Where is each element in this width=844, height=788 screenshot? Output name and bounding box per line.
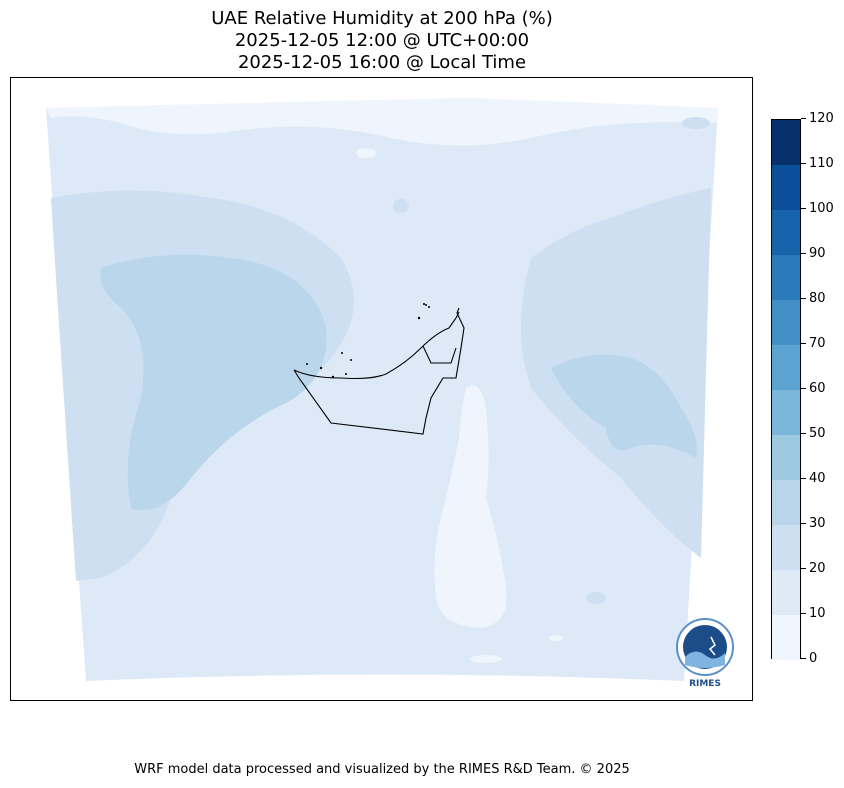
colorbar-segment [772,570,800,615]
colorbar-segment [772,525,800,570]
patch [586,592,606,604]
colorbar-segment [772,480,800,525]
map-panel [10,77,753,701]
islands [306,303,430,379]
patch [356,148,376,158]
colorbar-segment [772,345,800,390]
colorbar-segment [772,210,800,255]
colorbar-segment [772,300,800,345]
local-time: 2025-12-05 16:00 @ Local Time [237,52,527,73]
colorbar-segment [772,120,800,165]
patch [682,117,710,129]
colorbar-segment [772,390,800,435]
footer-credit: WRF model data processed and visualized … [134,762,630,777]
colorbar-segment [772,615,800,660]
map-title: UAE Relative Humidity at 200 hPa (%) [211,8,553,29]
utc-time: 2025-12-05 12:00 @ UTC+00:00 [234,30,530,51]
humidity-field [46,98,718,681]
low-humidity-corridor [434,385,507,628]
colorbar-segment [772,165,800,210]
patch [549,635,563,641]
rimes-logo: RIMES [676,618,734,689]
colorbar-ticks: 0 10 20 30 40 50 60 70 80 90 100 110 120 [801,111,834,666]
logo-text: RIMES [689,679,721,689]
colorbar-segment [772,435,800,480]
colorbar-segment [772,255,800,300]
patch [470,655,502,663]
patch [393,199,409,213]
peak-humidity-east [551,354,697,458]
colorbar [771,119,801,660]
low-humidity-north [46,98,718,146]
uae-border [293,307,465,435]
peak-humidity-west [100,254,327,510]
